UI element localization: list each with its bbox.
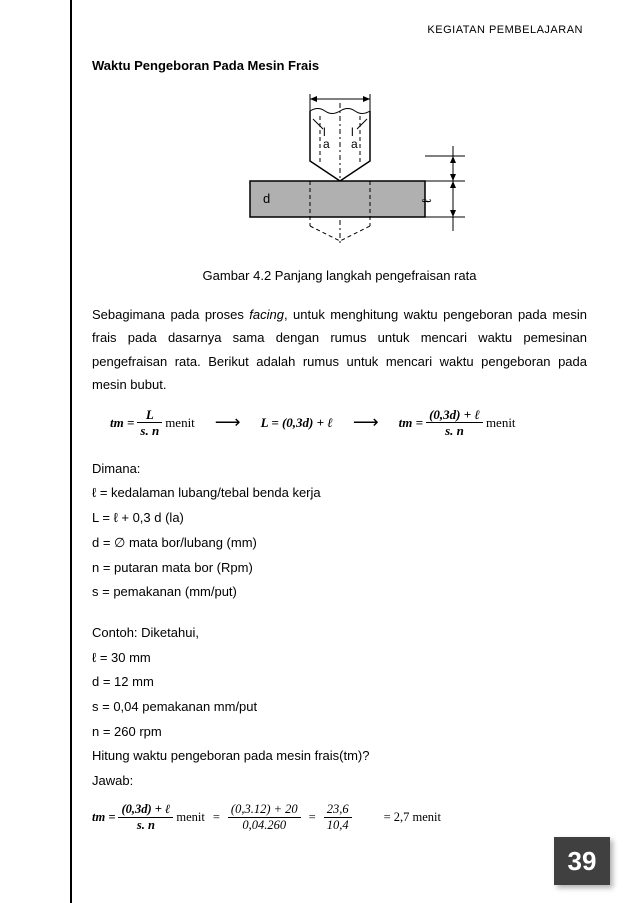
figure-4-2: l a l a d ℓ	[92, 91, 587, 254]
figure-caption: Gambar 4.2 Panjang langkah pengefraisan …	[92, 268, 587, 283]
ex-n: n = 260 rpm	[92, 720, 587, 745]
example-block: Contoh: Diketahui, ℓ = 30 mm d = 12 mm s…	[92, 621, 587, 794]
ans2-num: 23,6	[324, 802, 352, 818]
page-header: KEGIATAN PEMBELAJARAN	[427, 24, 583, 36]
svg-text:a: a	[351, 137, 358, 151]
ex-l: ℓ = 30 mm	[92, 646, 587, 671]
ans1-den: 0,04.260	[228, 818, 301, 833]
dimana-label: Dimana:	[92, 457, 587, 482]
section-title: Waktu Pengeboran Pada Mesin Frais	[92, 58, 587, 73]
intro-paragraph: Sebagimana pada proses facing, untuk men…	[92, 303, 587, 397]
ans-unit: menit	[176, 810, 204, 825]
f1-num: L	[137, 407, 162, 424]
arrow-icon: ⟶	[215, 412, 241, 433]
answer-step1: (0,3.12) + 20 0,04.260	[228, 802, 301, 833]
f3-den: s. n	[426, 423, 483, 439]
drilling-diagram: l a l a d ℓ	[195, 91, 485, 251]
ans-fnum: (0,3d) + ℓ	[118, 802, 173, 818]
ans1-num: (0,3.12) + 20	[228, 802, 301, 818]
def-l: ℓ = kedalaman lubang/tebal benda kerja	[92, 481, 587, 506]
para-italic: facing	[249, 307, 284, 322]
ans-fden: s. n	[118, 818, 173, 833]
ex-question: Hitung waktu pengeboran pada mesin frais…	[92, 744, 587, 769]
formula-1: tm = L s. n menit	[110, 407, 195, 439]
def-n: n = putaran mata bor (Rpm)	[92, 556, 587, 581]
definitions-block: Dimana: ℓ = kedalaman lubang/tebal benda…	[92, 457, 587, 605]
answer-formula: tm = (0,3d) + ℓ s. n menit	[92, 802, 205, 833]
ex-s: s = 0,04 pemakanan mm/put	[92, 695, 587, 720]
ex-jawab: Jawab:	[92, 769, 587, 794]
page-number: 39	[568, 846, 597, 877]
f3-unit: menit	[486, 415, 516, 431]
formula-2: L = (0,3d) + ℓ	[261, 415, 333, 431]
f1-unit: menit	[165, 415, 195, 431]
answer-step2: 23,6 10,4	[324, 802, 352, 833]
f3-num: (0,3d) + ℓ	[426, 407, 483, 424]
example-label: Contoh: Diketahui,	[92, 621, 587, 646]
def-L: L = ℓ + 0,3 d (la)	[92, 506, 587, 531]
def-s: s = pemakanan (mm/put)	[92, 580, 587, 605]
f1-lhs: tm =	[110, 415, 134, 431]
answer-row: tm = (0,3d) + ℓ s. n menit = (0,3.12) + …	[92, 802, 587, 833]
equals-2: =	[309, 810, 316, 825]
para-text-a: Sebagimana pada proses	[92, 307, 249, 322]
ex-d: d = 12 mm	[92, 670, 587, 695]
arrow-icon: ⟶	[353, 412, 379, 433]
f3-lhs: tm =	[399, 415, 423, 431]
page-number-badge: 39	[554, 837, 610, 885]
ans2-den: 10,4	[324, 818, 352, 833]
left-margin-line	[70, 0, 72, 903]
equals-1: =	[213, 810, 220, 825]
answer-result: = 2,7 menit	[384, 810, 441, 825]
label-d: d	[263, 191, 270, 206]
f1-den: s. n	[137, 423, 162, 439]
formula-row: tm = L s. n menit ⟶ L = (0,3d) + ℓ ⟶ tm …	[110, 407, 587, 439]
svg-text:a: a	[323, 137, 330, 151]
formula-3: tm = (0,3d) + ℓ s. n menit	[399, 407, 516, 439]
page-content: Waktu Pengeboran Pada Mesin Frais l a l …	[92, 58, 587, 833]
ans-lhs: tm =	[92, 810, 115, 825]
def-d: d = ∅ mata bor/lubang (mm)	[92, 531, 587, 556]
